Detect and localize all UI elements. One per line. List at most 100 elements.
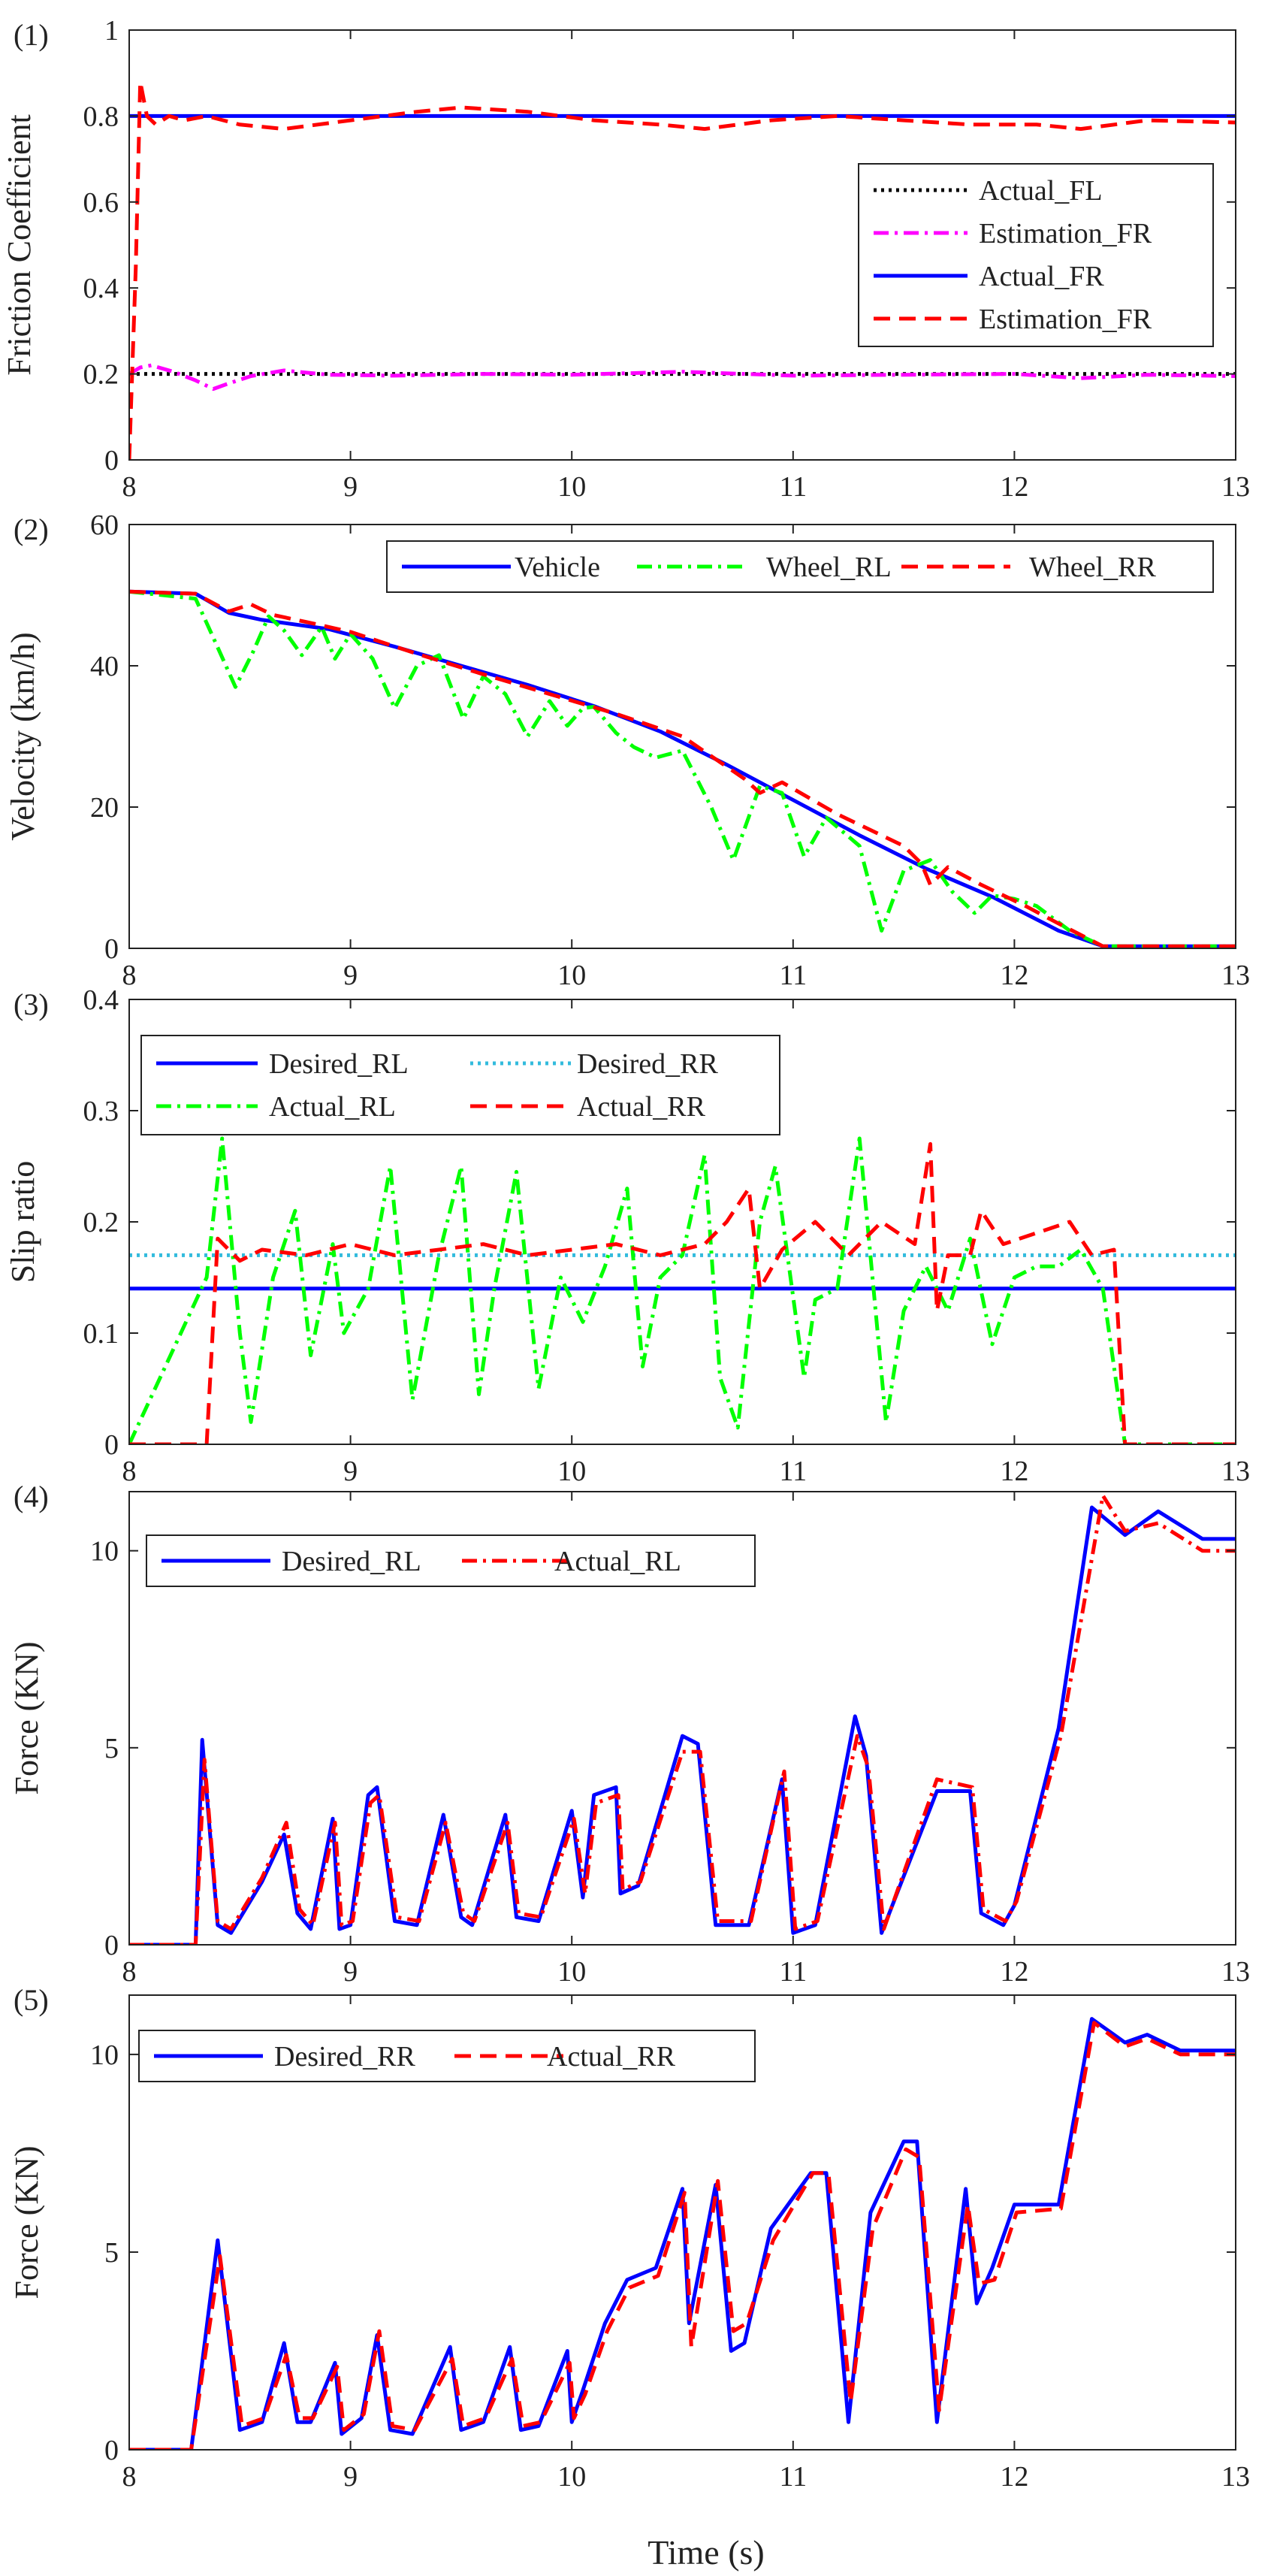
y-tick-label: 0 (104, 1429, 119, 1461)
series-group (129, 1493, 1236, 1945)
x-tick-label: 12 (1000, 2461, 1028, 2493)
y-tick-label: 5 (104, 1733, 119, 1764)
x-tick-label: 9 (343, 2461, 358, 2493)
chart-panel-4: 8 9 10 11 12 13 0 5 10 Force (KN) (4) Desired_RL Act… (8, 1480, 1250, 1988)
chart-panel-1: 8 9 10 11 12 13 0 0.2 0.4 0.6 0.8 1 Friction Coeffic… (1, 15, 1250, 503)
panel-label: (2) (14, 512, 49, 546)
legend: Desired_RR Actual_RR (138, 2030, 756, 2082)
y-axis-title: Force (KN) (8, 2145, 45, 2299)
x-tick-label: 11 (780, 960, 808, 991)
y-tick-label: 0 (104, 2435, 119, 2466)
plot-frame (128, 1491, 1236, 1946)
series-line-wheel-rl (129, 589, 1236, 948)
x-tick-label: 8 (122, 1956, 137, 1988)
legend-label: Desired_RL (269, 1048, 409, 1080)
legend: Actual_FL Estimation_FR Actual_FR Estimatio… (858, 163, 1214, 347)
y-tick-label: 1 (104, 15, 119, 47)
y-tick-label: 20 (90, 792, 119, 824)
x-tick-label: 13 (1221, 2461, 1250, 2493)
plot-frame (128, 1994, 1236, 2451)
legend-label: Desired_RR (274, 2041, 416, 2073)
y-tick-label: 0.4 (83, 273, 119, 304)
legend-label: Actual_RL (554, 1546, 681, 1577)
legend-label: Wheel_RR (1029, 552, 1157, 583)
series-group (129, 2017, 1236, 2450)
legend-label: Desired_RR (577, 1048, 719, 1080)
y-tick-label: 0.1 (83, 1318, 119, 1350)
series-group (129, 1136, 1236, 1444)
series-line-actual-rr (129, 2021, 1236, 2450)
x-tick-label: 10 (557, 960, 586, 991)
legend-label: Vehicle (515, 552, 600, 583)
x-tick-label: 8 (122, 1456, 137, 1487)
y-tick-label: 0 (104, 1930, 119, 1961)
y-axis-title: Friction Coefficient (1, 114, 38, 375)
x-tick-label: 13 (1221, 1956, 1250, 1988)
x-tick-label: 9 (343, 1456, 358, 1487)
panel-label: (1) (14, 18, 49, 52)
y-tick-label: 60 (90, 509, 119, 541)
y-tick-label: 10 (90, 2039, 119, 2071)
legend-box (858, 163, 1214, 347)
series-line-estimation-fr (129, 363, 1236, 392)
series-line-desired-rr (129, 2017, 1236, 2450)
legend-label: Estimation_FR (979, 218, 1152, 249)
x-tick-label: 10 (557, 1956, 586, 1988)
panel-label: (3) (14, 987, 49, 1021)
x-tick-label: 11 (780, 2461, 808, 2493)
x-tick-label: 10 (557, 2461, 586, 2493)
series-group (129, 589, 1236, 948)
x-tick-label: 8 (122, 960, 137, 991)
y-tick-label: 0.2 (83, 359, 119, 391)
legend-label: Actual_RL (269, 1091, 396, 1123)
series-group (129, 80, 1236, 460)
x-tick-label: 12 (1000, 1956, 1028, 1988)
x-axis-title: Time (s) (648, 2533, 765, 2571)
legend: Desired_RL Actual_RL (146, 1534, 756, 1587)
y-tick-label: 0 (104, 933, 119, 965)
legend: Desired_RL Desired_RR Actual_RL Actual_RR (140, 1035, 780, 1135)
series-line-desired-rl (129, 1505, 1236, 1945)
y-tick-label: 40 (90, 651, 119, 682)
y-tick-label: 10 (90, 1536, 119, 1568)
y-tick-label: 0.4 (83, 984, 119, 1016)
x-tick-label: 11 (780, 1456, 808, 1487)
plot-frame (128, 29, 1236, 461)
series-line-wheel-rr (129, 589, 1236, 948)
plot-frame (128, 524, 1236, 949)
x-tick-label: 13 (1221, 1456, 1250, 1487)
x-tick-label: 10 (557, 1456, 586, 1487)
legend-label: Desired_RL (282, 1546, 421, 1577)
x-tick-label: 13 (1221, 471, 1250, 503)
x-tick-label: 11 (780, 471, 808, 503)
legend-label: Estimation_FR (979, 304, 1152, 335)
series-line-actual-rl (129, 1136, 1236, 1444)
y-tick-label: 0.3 (83, 1096, 119, 1127)
x-tick-label: 12 (1000, 960, 1028, 991)
x-tick-label: 9 (343, 471, 358, 503)
x-tick-label: 8 (122, 471, 137, 503)
legend-label: Actual_RR (547, 2041, 676, 2073)
x-tick-label: 13 (1221, 960, 1250, 991)
legend-label: Actual_FR (979, 261, 1104, 292)
legend-box (140, 1035, 780, 1135)
y-axis-title: Force (KN) (8, 1641, 45, 1794)
legend-box (386, 540, 1214, 593)
x-tick-label: 9 (343, 960, 358, 991)
series-line-actual-rr (129, 1141, 1236, 1444)
panel-label: (4) (14, 1480, 49, 1513)
y-tick-label: 0.2 (83, 1207, 119, 1238)
chart-panel-5: 8 9 10 11 12 13 0 5 10 Force (KN) (5) Desired_RR Act… (8, 1983, 1250, 2493)
x-tick-label: 11 (780, 1956, 808, 1988)
legend-label: Actual_FL (979, 175, 1103, 207)
x-tick-label: 8 (122, 2461, 137, 2493)
y-tick-label: 5 (104, 2237, 119, 2269)
x-tick-label: 10 (557, 471, 586, 503)
y-tick-label: 0 (104, 445, 119, 476)
chart-panel-2: 8 9 10 11 12 13 0 20 40 60 Velocity (km/h) (2) Vehic… (5, 509, 1250, 991)
y-tick-label: 0.8 (83, 101, 119, 132)
x-tick-label: 9 (343, 1956, 358, 1988)
chart-panel-3: 8 9 10 11 12 13 0 0.1 0.2 0.3 0.4 Slip ratio (3) Desi… (5, 984, 1250, 1487)
y-axis-title: Velocity (km/h) (5, 632, 41, 840)
